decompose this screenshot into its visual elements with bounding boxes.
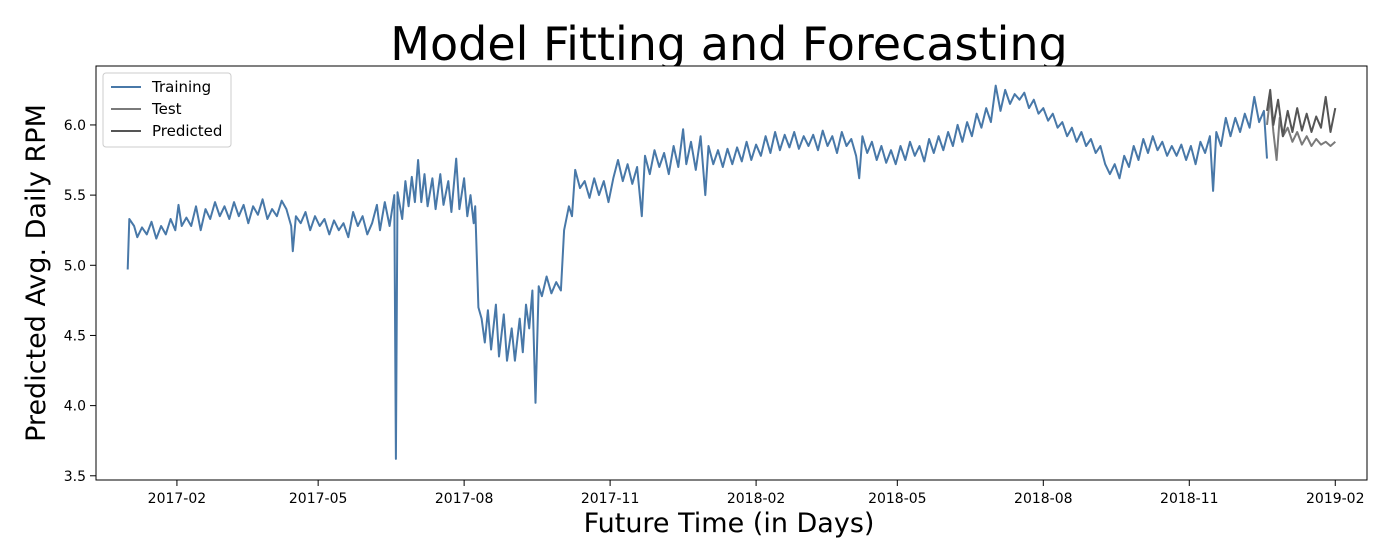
x-tick-label: 2017-08: [435, 491, 494, 507]
y-tick-label: 5.5: [64, 188, 86, 204]
x-tick-label: 2018-05: [868, 491, 927, 507]
y-tick-label: 4.5: [64, 328, 86, 344]
x-axis: 2017-02 2017-05 2017-08 2017-11 2018-02 2018-…: [148, 480, 1365, 507]
legend-label-predicted: Predicted: [152, 122, 222, 140]
x-tick-label: 2019-02: [1306, 491, 1365, 507]
y-axis: 3.5 4.0 4.5 5.0 5.5 6.0: [64, 118, 96, 485]
y-tick-label: 4.0: [64, 399, 86, 415]
x-axis-label: Future Time (in Days): [584, 508, 875, 539]
x-tick-label: 2017-11: [581, 491, 640, 507]
legend-label-training: Training: [151, 78, 211, 96]
y-axis-label: Predicted Avg. Daily RPM: [21, 104, 52, 442]
y-tick-label: 5.0: [64, 258, 86, 274]
series-line-training: [126, 84, 1268, 460]
y-tick-label: 3.5: [64, 469, 86, 485]
y-tick-label: 6.0: [64, 118, 86, 134]
series-line-test: [1266, 95, 1336, 161]
x-tick-label: 2018-08: [1014, 491, 1073, 507]
legend-label-test: Test: [151, 100, 182, 118]
chart-title: Model Fitting and Forecasting: [390, 17, 1067, 71]
series-line-predicted: [1266, 88, 1337, 138]
x-tick-label: 2017-05: [289, 491, 348, 507]
plot-area: [95, 65, 1368, 481]
x-tick-label: 2017-02: [148, 491, 207, 507]
series-layer: [126, 84, 1337, 460]
x-tick-label: 2018-02: [727, 491, 786, 507]
legend-box: [102, 72, 232, 148]
x-tick-label: 2018-11: [1160, 491, 1219, 507]
legend: Training Test Predicted: [102, 72, 232, 148]
